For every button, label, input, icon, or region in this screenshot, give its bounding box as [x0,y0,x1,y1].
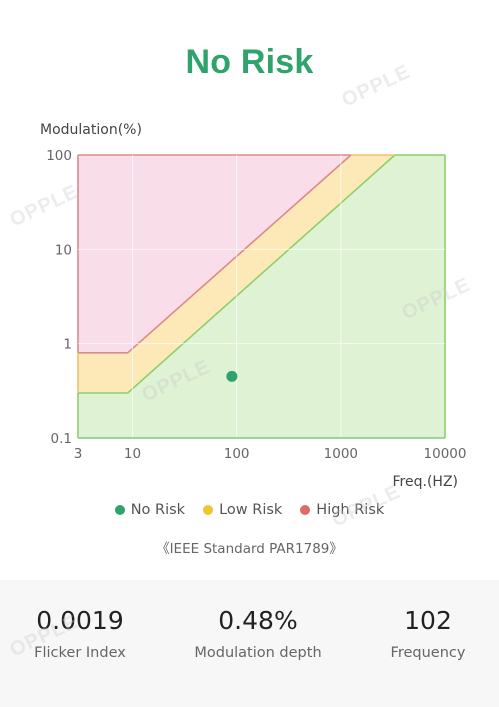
metric-modulation-depth: 0.48% Modulation depth [168,605,348,661]
high-risk-boundary-line [78,154,352,354]
metric-value: 0.0019 [36,606,124,635]
metric-label: Modulation depth [194,645,322,661]
legend-dot-low-risk [203,505,214,515]
chart-grid [78,155,445,438]
x-tick-label: 100 [224,446,250,462]
legend-label: No Risk [130,502,186,518]
metrics-panel [0,580,499,707]
legend-label: High Risk [316,502,385,518]
legend-dot-high-risk [300,505,311,515]
y-tick-label: 0.1 [51,431,72,447]
legend-label: Low Risk [219,502,283,518]
no-risk-region [78,155,445,438]
y-tick-label: 10 [55,242,72,258]
chart-points [226,370,238,382]
x-tick-label: 10000 [424,446,467,462]
metric-frequency: 102 Frequency [358,605,498,661]
legend-dot-no-risk [114,505,125,515]
x-tick-label: 1000 [324,446,358,462]
legend-item-low-risk: Low Risk [203,502,282,518]
metric-label: Frequency [390,645,466,661]
y-axis-label: Modulation(%) [40,122,142,138]
chart-regions [77,154,446,438]
legend-item-high-risk: High Risk [300,502,384,518]
metric-value: 0.48% [218,606,298,635]
low-risk-boundary-line [78,154,396,394]
legend: No Risk Low Risk High Risk [0,502,499,518]
status-title: No Risk [185,43,314,81]
metric-value: 102 [404,606,452,635]
risk-chart-svg: 3 10 100 1000 10000 0.1 1 10 100 Modulation(%) F… [40,122,466,490]
standard-caption: 《IEEE Standard PAR1789》 [156,541,343,557]
y-tick-label: 1 [63,337,72,353]
metric-flicker-index: 0.0019 Flicker Index [0,605,160,661]
metric-label: Flicker Index [34,645,126,661]
y-tick-label: 100 [46,148,72,164]
chart-tick-labels: 3 10 100 1000 10000 0.1 1 10 100 [46,148,466,462]
risk-chart: 3 10 100 1000 10000 0.1 1 10 100 Modulation(%) F… [40,122,466,490]
x-tick-label: 10 [124,446,141,462]
legend-item-no-risk: No Risk [114,502,186,518]
x-tick-label: 3 [74,446,83,462]
measurement-point [226,370,238,382]
x-axis-label: Freq.(HZ) [393,474,458,490]
